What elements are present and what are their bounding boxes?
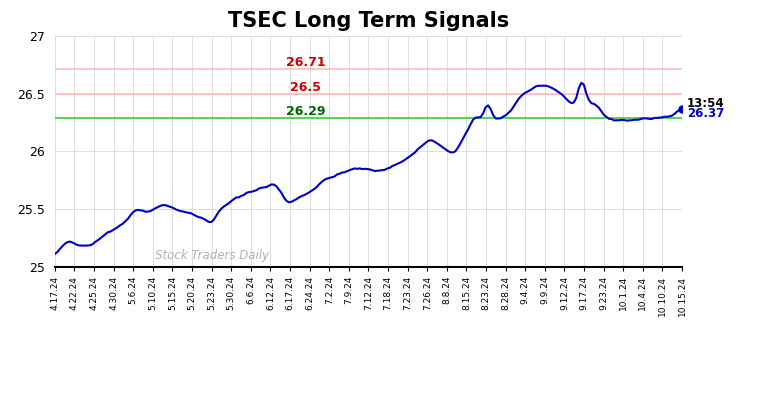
Title: TSEC Long Term Signals: TSEC Long Term Signals <box>228 12 509 31</box>
Text: 26.5: 26.5 <box>290 80 321 94</box>
Text: 26.37: 26.37 <box>687 107 724 120</box>
Text: 13:54: 13:54 <box>687 97 724 110</box>
Text: Stock Traders Daily: Stock Traders Daily <box>155 249 269 262</box>
Text: 26.29: 26.29 <box>286 105 325 118</box>
Text: 26.71: 26.71 <box>286 56 325 69</box>
